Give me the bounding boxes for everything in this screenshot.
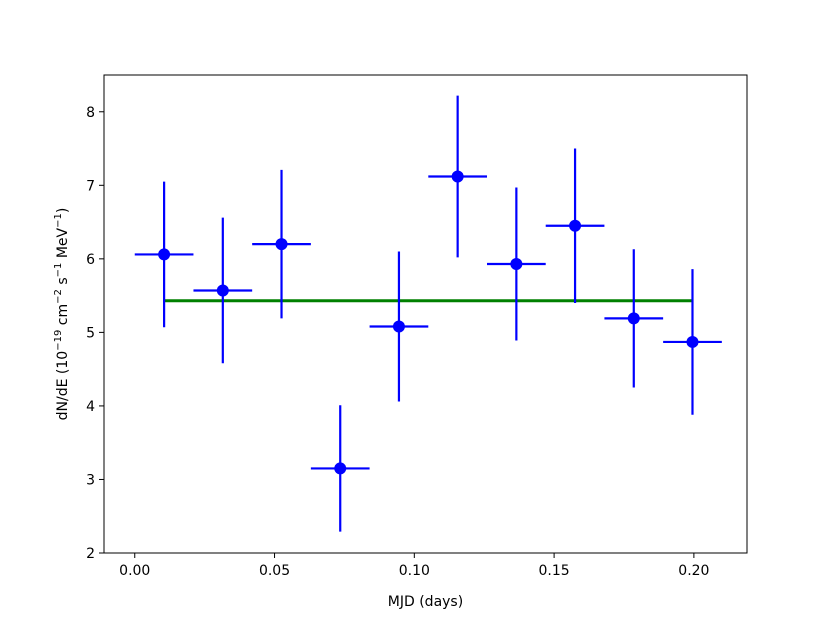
x-tick-label: 0.00 (119, 563, 150, 579)
y-tick-label: 4 (86, 399, 95, 415)
data-point-group (545, 148, 605, 303)
data-point-group (369, 251, 429, 402)
y-label-mid-1: cm (55, 304, 71, 330)
y-label-end: ) (55, 208, 71, 213)
x-axis-label: MJD (days) (388, 594, 463, 610)
data-point-group (252, 169, 311, 319)
data-point-group (663, 269, 722, 415)
plot-frame (103, 74, 748, 554)
data-point (627, 312, 640, 325)
plot-area (134, 95, 722, 532)
data-point (569, 219, 582, 232)
y-tick-label: 7 (86, 178, 95, 194)
data-point-group (428, 95, 488, 258)
data-point-group (487, 187, 546, 341)
y-axis: 2 3 4 5 6 7 8 (86, 105, 104, 562)
data-point-group (193, 217, 253, 364)
data-point-group (604, 249, 664, 388)
data-point (275, 238, 288, 251)
data-point (451, 170, 464, 183)
y-label-exp-4: −1 (53, 213, 64, 228)
x-tick-label: 0.20 (678, 563, 709, 579)
x-tick-label: 0.05 (259, 563, 290, 579)
y-tick-label: 6 (86, 252, 95, 268)
y-label-exp-1: −19 (53, 330, 64, 351)
data-point (686, 335, 699, 348)
data-point (216, 284, 229, 297)
data-point (334, 462, 347, 475)
y-label-exp-2: −2 (53, 289, 64, 304)
y-label-mid-2: s (55, 277, 71, 289)
y-tick-label: 2 (86, 546, 95, 562)
data-point (510, 257, 523, 270)
y-label-suffix: MeV (55, 227, 71, 262)
data-point (158, 248, 171, 261)
y-tick-label: 8 (86, 105, 95, 121)
data-point-group (310, 405, 370, 532)
x-tick-label: 0.15 (539, 563, 570, 579)
data-point-group (134, 181, 194, 328)
data-point (392, 320, 405, 333)
y-label-prefix: dN/dE (10 (55, 351, 71, 421)
y-tick-label: 5 (86, 325, 95, 341)
x-axis: 0.00 0.05 0.10 0.15 0.20 (119, 553, 709, 579)
y-label-exp-3: −1 (53, 263, 64, 278)
x-tick-label: 0.10 (399, 563, 430, 579)
y-tick-label: 3 (86, 472, 95, 488)
y-axis-label: dN/dE (10−19 cm−2 s−1 MeV−1) (53, 208, 71, 421)
